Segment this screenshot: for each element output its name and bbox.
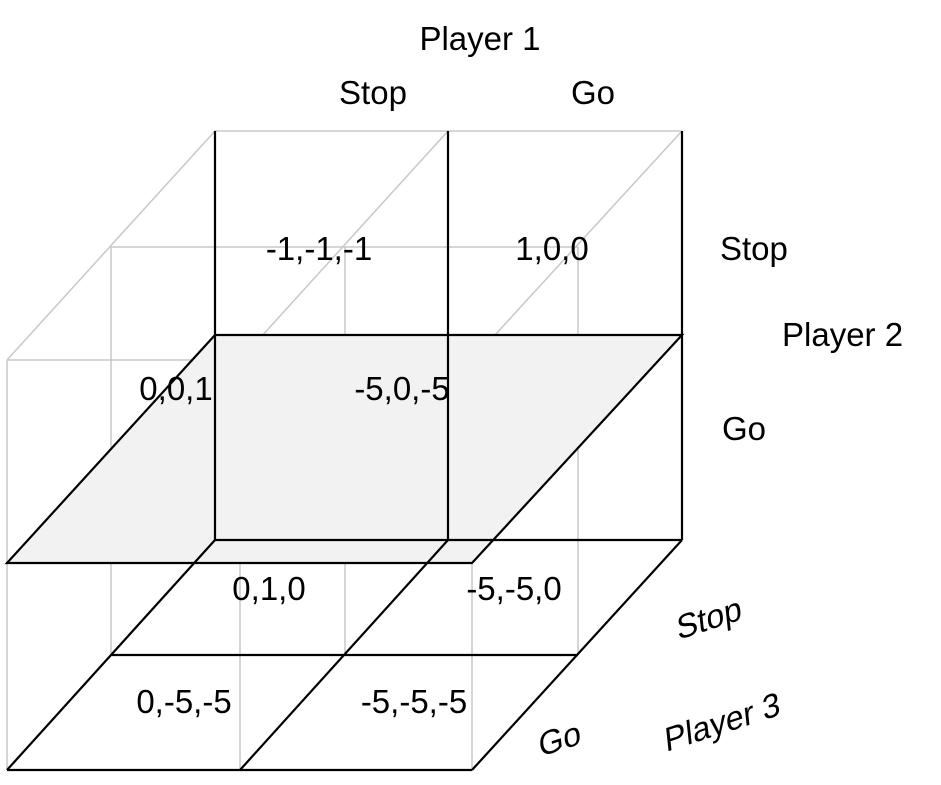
player3-go-label: Go [537,714,583,765]
payoff-cell: 0,-5,-5 [136,683,231,720]
player3-stop-label: Stop [675,590,743,648]
player1-go-label: Go [571,74,615,111]
player2-label: Player 2 [782,316,903,353]
payoff-cell: 0,1,0 [232,570,305,607]
payoff-cell: -1,-1,-1 [266,230,372,267]
payoff-cell: -5,0,-5 [354,370,449,407]
payoff-cell: 0,0,1 [139,370,212,407]
payoff-cell: -5,-5,0 [466,570,561,607]
player1-label: Player 1 [419,20,540,57]
player3-label: Player 3 [663,685,782,760]
player1-stop-label: Stop [339,74,407,111]
back-face-edges [213,131,684,540]
player2-go-label: Go [722,410,766,447]
payoff-cell: -5,-5,-5 [361,683,467,720]
shaded-middle-plane [4,333,685,565]
payoff-cell: 1,0,0 [515,230,588,267]
player2-stop-label: Stop [720,230,788,267]
